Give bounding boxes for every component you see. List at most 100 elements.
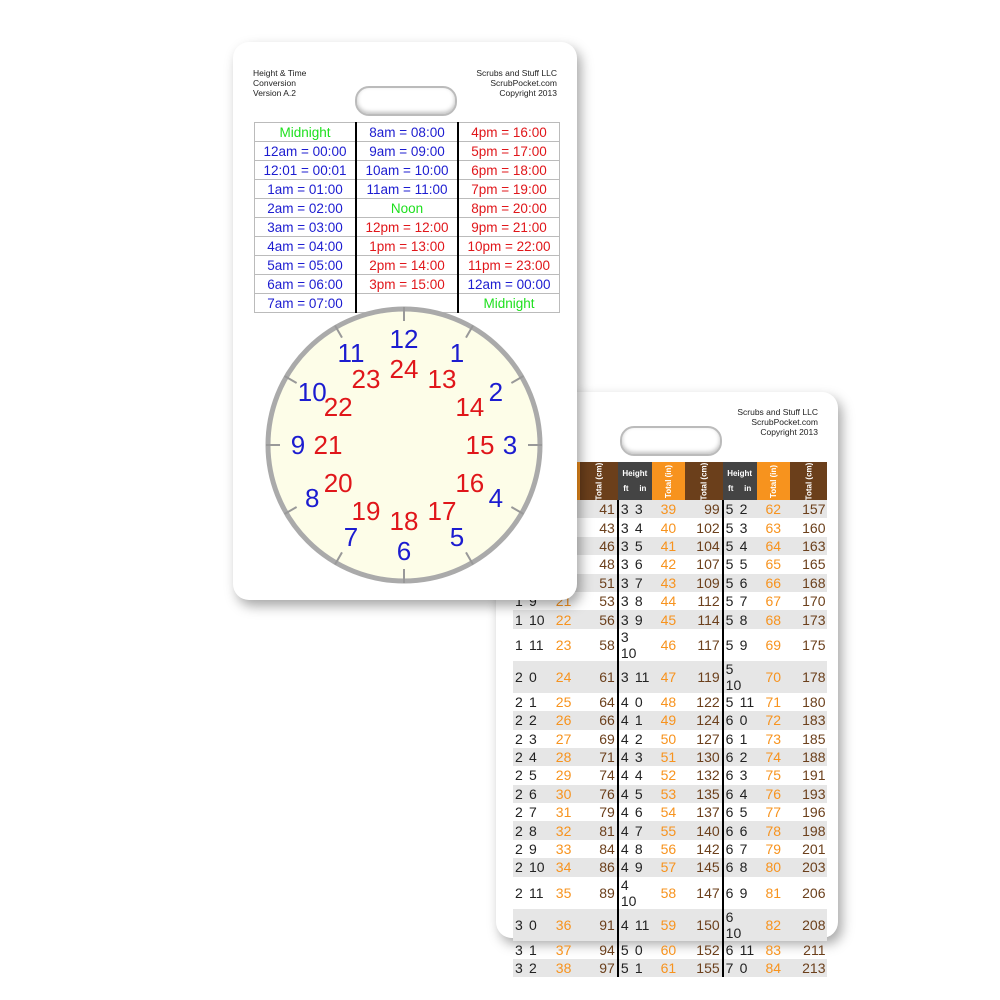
in-value: 4 — [634, 519, 643, 536]
time-cell: 6am = 06:00 — [254, 274, 357, 294]
total-cm-value: 48 — [599, 556, 615, 573]
total-cm-value: 86 — [580, 858, 618, 877]
total-in-value: 71 — [765, 693, 782, 710]
table-row: 2 2 26 66 4 1 49 124 6 0 72 183 — [513, 711, 828, 730]
table-row: 3 1 37 94 5 0 60 152 6 11 83 211 — [513, 940, 827, 960]
time-cell: 10am = 10:00 — [355, 160, 459, 180]
total-cm-value: 183 — [789, 711, 828, 730]
clock-tick — [283, 506, 298, 515]
table-row: 2 0 24 61 3 11 47 119 510 70 178 — [513, 660, 828, 693]
ft-value: 5 — [725, 556, 734, 573]
in-value: 11 — [739, 941, 755, 958]
badge-slot — [355, 86, 457, 116]
ft-value: 3 — [515, 960, 523, 977]
clock-tick — [283, 375, 298, 384]
clock-hour-24: 14 — [455, 392, 484, 422]
in-value: 5 — [634, 785, 643, 802]
total-cm-value: 71 — [580, 747, 618, 767]
total-in-value: 28 — [547, 747, 581, 767]
ft-value: 5 — [620, 960, 629, 977]
clock-hour-24: 15 — [466, 430, 495, 460]
total-in-value: 81 — [765, 884, 782, 901]
height-ft-in: 310 — [616, 628, 652, 661]
in-value: 1 — [529, 693, 537, 710]
total-cm-value: 51 — [580, 573, 618, 592]
height-ft-in: 410 — [616, 876, 652, 909]
copyright: Copyright 2013 — [760, 427, 818, 437]
height-ft-in: 510 — [721, 660, 757, 693]
in-value: 5 — [529, 767, 537, 784]
in-value: 5 — [739, 556, 748, 573]
total-in-value: 54 — [660, 804, 677, 821]
total-cm-value: 112 — [697, 593, 720, 610]
total-in-value: 51 — [651, 747, 686, 767]
ft-value: 3 — [620, 628, 629, 645]
ft-value: 1 — [515, 593, 523, 610]
ft-value: 3 — [620, 611, 629, 628]
table-row: 2 1 25 64 4 0 48 122 5 11 71 180 — [513, 692, 827, 712]
time-row: 3am = 03:00 12pm = 12:00 9pm = 21:00 — [254, 217, 560, 237]
ft-value: 2 — [515, 859, 523, 876]
title-line: Height & Time — [253, 68, 307, 78]
in-value: 9 — [739, 636, 748, 653]
total-cm-value: 89 — [599, 884, 615, 901]
ft-value: 4 — [620, 859, 629, 876]
in-value: 2 — [739, 501, 748, 518]
ft-value: 4 — [620, 916, 629, 933]
time-cell: 6pm = 18:00 — [457, 160, 560, 180]
total-cm-value: 109 — [685, 573, 723, 592]
total-in-header: Total (in) — [651, 462, 686, 500]
ft-value: 2 — [515, 730, 523, 747]
total-in-value: 65 — [765, 556, 782, 573]
ft-value: 4 — [620, 785, 629, 802]
in-value: 1 — [634, 712, 643, 729]
in-value: 9 — [529, 841, 537, 858]
ft-value: 6 — [725, 822, 734, 839]
table-row: 1 10 22 56 3 9 45 114 5 8 68 173 — [513, 610, 828, 629]
total-in-value: 60 — [660, 941, 677, 958]
in-value: 7 — [529, 804, 537, 821]
total-in-value: 73 — [765, 730, 782, 747]
total-cm-value: 201 — [802, 841, 826, 858]
table-row: 2 11 35 89 410 58 147 6 9 81 206 — [513, 876, 827, 909]
clock-hour-24: 18 — [390, 506, 419, 536]
total-cm-value: 175 — [802, 636, 826, 653]
ft-value: 4 — [620, 693, 629, 710]
total-in-value: 70 — [756, 660, 790, 693]
total-in-value: 63 — [765, 519, 782, 536]
table-row: 2 8 32 81 4 7 55 140 6 6 78 198 — [513, 821, 828, 840]
total-cm-value: 145 — [685, 858, 723, 877]
ft-value: 2 — [515, 804, 523, 821]
copyright: Copyright 2013 — [499, 88, 557, 98]
ft-value: 6 — [725, 908, 734, 925]
table-row: 2 4 28 71 4 3 51 130 6 2 74 188 — [513, 747, 828, 767]
table-row: 2 5 29 74 4 4 52 132 6 3 75 191 — [513, 766, 827, 785]
total-in-value: 75 — [765, 767, 782, 784]
badge-slot — [620, 426, 722, 456]
time-cell: 1pm = 13:00 — [355, 236, 459, 256]
total-cm-value: 160 — [802, 519, 826, 536]
ft-value: 3 — [620, 519, 629, 536]
total-in-value: 22 — [547, 610, 581, 629]
total-cm-value: 168 — [789, 573, 828, 592]
height-ft-in: 610 — [721, 908, 757, 941]
time-cell: 2am = 02:00 — [254, 198, 357, 218]
in-value: 3 — [739, 519, 748, 536]
total-in-value: 32 — [547, 821, 581, 840]
total-cm-value: 102 — [696, 519, 720, 536]
ft-value: 5 — [725, 693, 734, 710]
